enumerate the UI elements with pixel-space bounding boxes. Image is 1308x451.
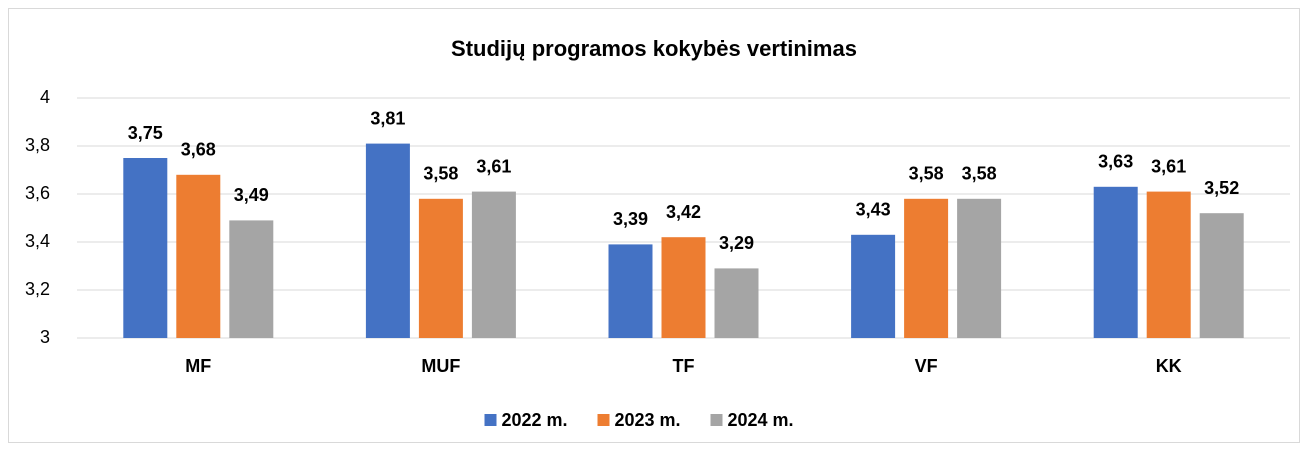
y-tick-label: 3 xyxy=(40,327,50,347)
data-label: 3,29 xyxy=(719,233,754,253)
x-tick-label: MUF xyxy=(421,356,460,376)
data-label: 3,61 xyxy=(1151,156,1186,176)
data-label: 3,81 xyxy=(370,108,405,128)
bar xyxy=(418,198,463,338)
bar xyxy=(176,174,221,338)
y-tick-label: 3,2 xyxy=(25,279,50,299)
data-label: 3,58 xyxy=(909,164,944,184)
bar xyxy=(904,198,949,338)
data-label: 3,43 xyxy=(856,200,891,220)
bar xyxy=(714,268,759,338)
x-tick-label: MF xyxy=(185,356,211,376)
x-tick-label: VF xyxy=(915,356,938,376)
bar xyxy=(229,220,274,338)
bar xyxy=(365,143,410,338)
x-tick-label: TF xyxy=(673,356,695,376)
bar xyxy=(957,198,1002,338)
data-label: 3,58 xyxy=(423,164,458,184)
bar xyxy=(608,244,653,338)
data-label: 3,52 xyxy=(1204,178,1239,198)
bar xyxy=(661,237,706,338)
chart-title: Studijų programos kokybės vertinimas xyxy=(451,36,857,61)
data-label: 3,42 xyxy=(666,202,701,222)
bar xyxy=(1199,213,1244,338)
bar xyxy=(123,158,168,338)
legend-swatch xyxy=(484,414,497,426)
chart-border xyxy=(8,8,1300,443)
legend-swatch xyxy=(597,414,610,426)
data-label: 3,68 xyxy=(181,140,216,160)
y-tick-label: 3,8 xyxy=(25,135,50,155)
y-tick-label: 4 xyxy=(40,87,50,107)
data-label: 3,63 xyxy=(1098,152,1133,172)
legend-swatch xyxy=(710,414,723,426)
bar xyxy=(471,191,516,338)
data-label: 3,61 xyxy=(476,156,511,176)
legend-label: 2024 m. xyxy=(728,410,794,430)
y-tick-label: 3,4 xyxy=(25,231,50,251)
data-label: 3,49 xyxy=(234,185,269,205)
data-label: 3,58 xyxy=(962,164,997,184)
legend-label: 2023 m. xyxy=(615,410,681,430)
data-label: 3,39 xyxy=(613,209,648,229)
data-label: 3,75 xyxy=(128,123,163,143)
bar xyxy=(1146,191,1191,338)
legend-label: 2022 m. xyxy=(502,410,568,430)
x-tick-label: KK xyxy=(1156,356,1182,376)
bar xyxy=(851,234,896,338)
y-tick-label: 3,6 xyxy=(25,183,50,203)
bar xyxy=(1093,186,1138,338)
